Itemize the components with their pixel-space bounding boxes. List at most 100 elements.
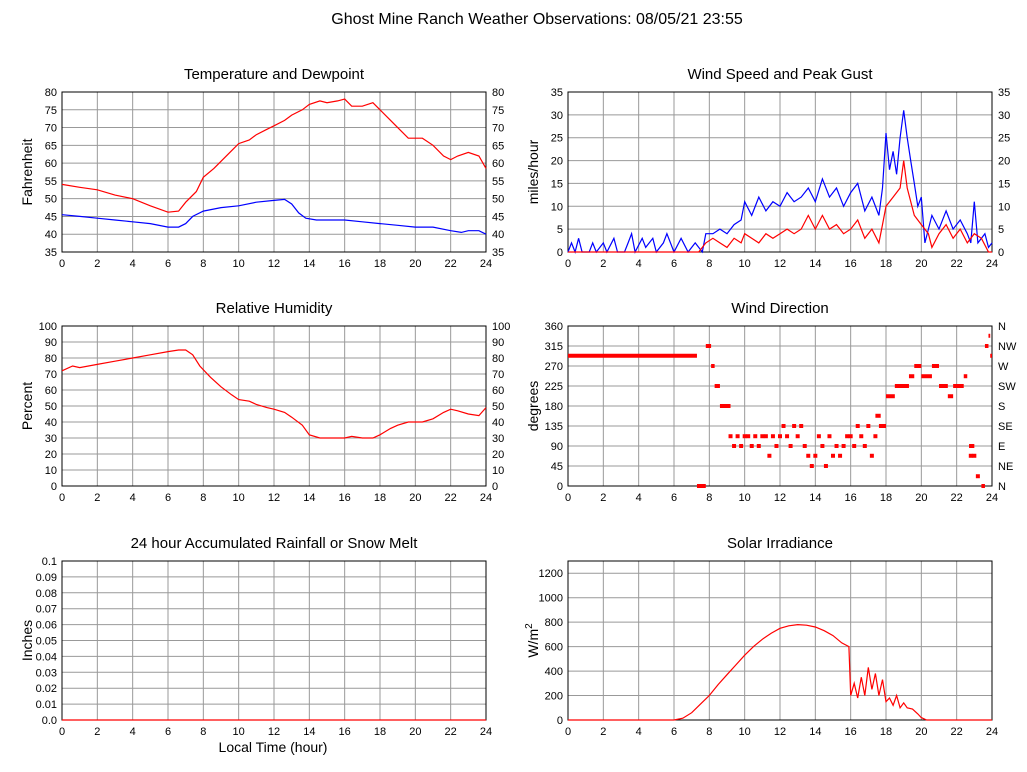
x-tick-label: 2 (94, 726, 100, 738)
direction-point (774, 444, 779, 448)
x-tick-label: 16 (339, 492, 351, 504)
y-tick-label: 0.01 (36, 699, 57, 711)
direction-point (816, 434, 821, 439)
y-tick-label-right: N (998, 321, 1006, 333)
x-tick-label: 2 (600, 726, 606, 738)
x-tick-label: 18 (880, 492, 892, 504)
y-axis-label-superscript: 2 (524, 623, 535, 629)
x-tick-label: 24 (986, 726, 998, 738)
x-tick-label: 4 (130, 492, 136, 504)
y-axis-label: degrees (525, 381, 541, 432)
plot-frame (567, 325, 993, 487)
y-tick-label-right: 40 (492, 417, 504, 429)
x-tick-label: 8 (706, 726, 712, 738)
x-tick-label: 8 (200, 258, 206, 270)
y-tick-label: 270 (545, 361, 563, 373)
y-axis-label: W/m2 (524, 623, 541, 658)
x-tick-label: 6 (671, 258, 677, 270)
y-tick-label: 50 (45, 194, 57, 206)
y-tick-label: 0.07 (36, 604, 57, 616)
y-tick-label-right: SE (998, 421, 1013, 433)
x-tick-label: 4 (130, 258, 136, 270)
x-tick-label: 16 (845, 258, 857, 270)
x-tick-label: 4 (130, 726, 136, 738)
x-tick-label: 10 (739, 726, 751, 738)
y-tick-label-right: 65 (492, 140, 504, 152)
y-tick-label-right: 60 (492, 385, 504, 397)
y-tick-label: 40 (45, 229, 57, 241)
y-tick-label: 0.04 (36, 651, 57, 663)
x-tick-label: 10 (739, 258, 751, 270)
direction-point (873, 434, 878, 439)
direction-point (859, 434, 864, 439)
x-tick-label: 12 (774, 726, 786, 738)
y-tick-label: 180 (545, 401, 563, 413)
x-tick-label: 22 (445, 726, 457, 738)
y-tick-label: 10 (45, 465, 57, 477)
x-tick-label: 16 (845, 726, 857, 738)
y-tick-label-right: 20 (998, 156, 1010, 168)
y-tick-label: 0.03 (36, 667, 57, 679)
panel-rain: 24 hour Accumulated Rainfall or Snow Mel… (19, 535, 492, 738)
direction-point (746, 434, 751, 439)
direction-point (845, 434, 850, 439)
x-tick-label: 12 (774, 492, 786, 504)
y-tick-label-right: 50 (492, 401, 504, 413)
y-axis-label: miles/hour (525, 139, 541, 204)
direction-point (742, 434, 747, 439)
direction-point (802, 444, 807, 448)
y-tick-label: 400 (545, 666, 563, 678)
x-tick-label: 20 (409, 726, 421, 738)
y-tick-label: 200 (545, 691, 563, 703)
y-tick-label: 0 (51, 481, 57, 493)
y-tick-label: 30 (551, 110, 563, 122)
y-tick-label: 25 (551, 133, 563, 145)
x-tick-label: 6 (165, 492, 171, 504)
y-tick-label: 135 (545, 421, 563, 433)
direction-point (809, 464, 814, 468)
direction-point (806, 453, 811, 458)
x-tick-label: 0 (59, 492, 65, 504)
x-tick-label: 22 (445, 258, 457, 270)
x-tick-label: 22 (951, 258, 963, 270)
x-tick-label: 16 (845, 492, 857, 504)
y-tick-label-right: 30 (492, 433, 504, 445)
x-tick-label: 6 (671, 726, 677, 738)
y-tick-label-right: 10 (492, 465, 504, 477)
x-tick-label: 14 (303, 492, 315, 504)
direction-point (756, 444, 761, 448)
x-tick-label: 10 (233, 726, 245, 738)
y-tick-label: 90 (45, 337, 57, 349)
direction-point (778, 434, 782, 439)
x-tick-label: 0 (565, 258, 571, 270)
x-tick-label: 14 (303, 258, 315, 270)
y-tick-label-right: 25 (998, 133, 1010, 145)
direction-point (785, 434, 790, 439)
x-tick-label: 6 (671, 492, 677, 504)
panel-title: Solar Irradiance (727, 535, 833, 552)
y-tick-label-right: 100 (492, 321, 510, 333)
x-tick-label: 20 (409, 492, 421, 504)
y-tick-label: 55 (45, 176, 57, 188)
y-tick-label-right: N (998, 481, 1006, 493)
series-line (568, 160, 992, 253)
x-tick-label: 14 (303, 726, 315, 738)
y-tick-label-right: 0 (998, 247, 1004, 259)
plot-frame (567, 91, 993, 253)
x-tick-label: 2 (94, 258, 100, 270)
y-tick-label-right: 55 (492, 176, 504, 188)
x-tick-label: 4 (636, 492, 642, 504)
panel-title: Wind Speed and Peak Gust (687, 66, 873, 83)
y-tick-label-right: 40 (492, 229, 504, 241)
y-tick-label-right: 45 (492, 211, 504, 223)
y-tick-label: 0.0 (42, 715, 57, 727)
x-tick-label: 0 (59, 258, 65, 270)
direction-point (760, 434, 765, 439)
y-tick-label: 20 (551, 156, 563, 168)
y-tick-label: 0.1 (42, 556, 57, 568)
x-tick-label: 22 (445, 492, 457, 504)
direction-point (788, 444, 793, 448)
x-tick-label: 24 (986, 492, 998, 504)
